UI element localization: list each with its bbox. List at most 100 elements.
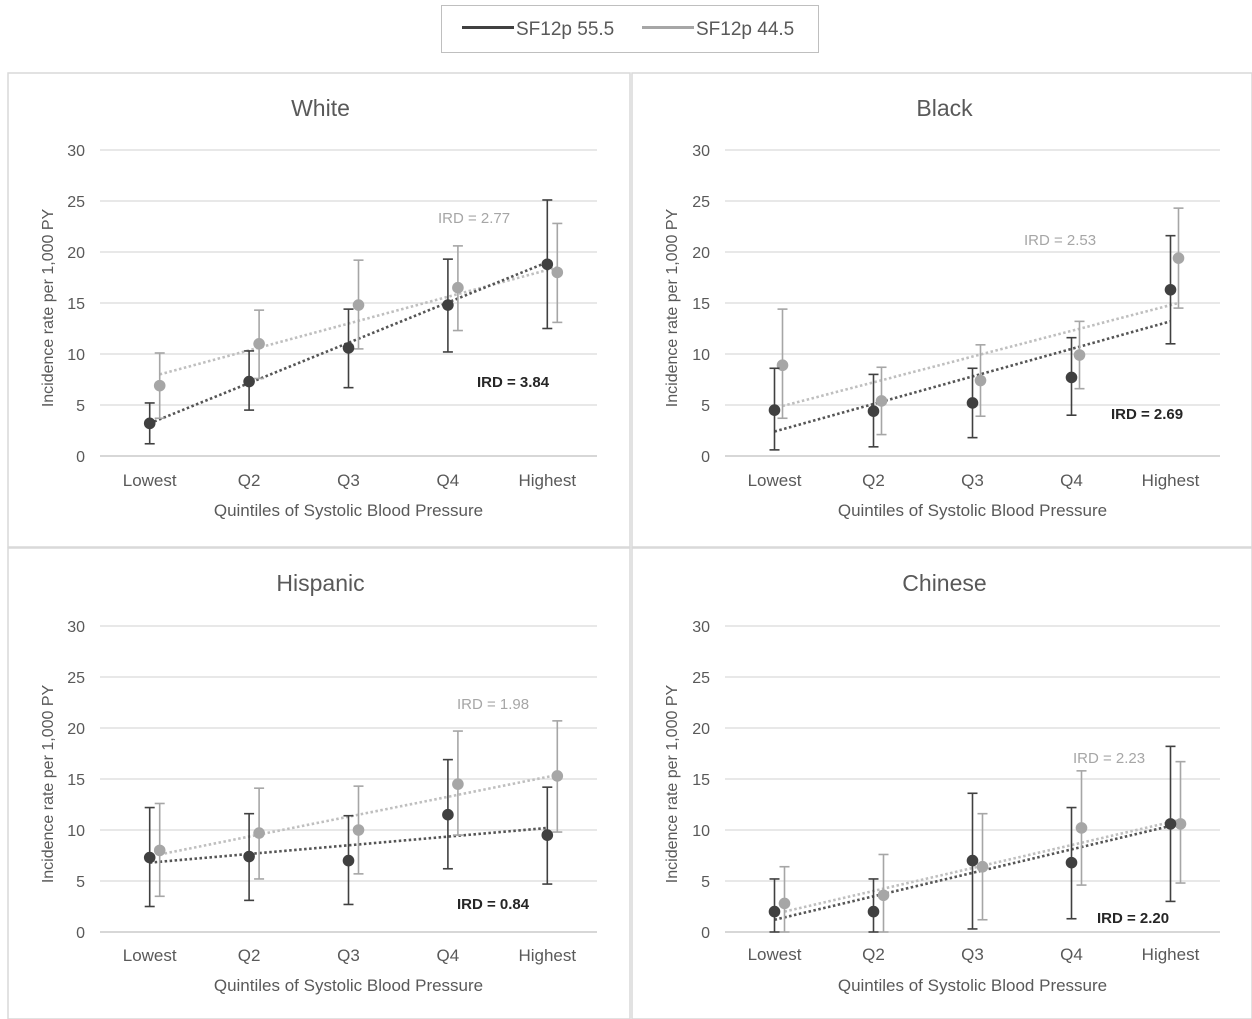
y-axis-label: Incidence rate per 1,000 PY	[40, 685, 57, 884]
data-point	[1172, 252, 1185, 264]
x-tick-label: Q4	[437, 471, 460, 490]
data-point	[342, 342, 355, 354]
data-point	[253, 827, 265, 839]
ird-annotation: IRD = 1.98	[457, 696, 529, 713]
x-tick-label: Lowest	[748, 471, 802, 490]
ird-annotation: IRD = 2.20	[1097, 910, 1169, 927]
y-tick-label: 0	[76, 449, 85, 466]
x-axis-label: Quintiles of Systolic Blood Pressure	[838, 501, 1107, 520]
legend: SF12p 55.5 SF12p 44.5	[441, 5, 819, 53]
legend-item-sf12p-44-5: SF12p 44.5	[642, 19, 794, 41]
data-point	[541, 829, 554, 841]
panel-black: Black 0 5 10 15 20 25 30 Incidence rate per 1,00…	[631, 72, 1252, 548]
data-point	[1174, 818, 1187, 830]
data-point	[243, 850, 255, 863]
chart-title: Black	[916, 95, 973, 121]
data-point	[153, 844, 166, 857]
y-axis-label: Incidence rate per 1,000 PY	[664, 209, 681, 408]
legend-label-a: SF12p 55.5	[516, 19, 615, 40]
chart-title: Hispanic	[276, 570, 364, 596]
data-point	[342, 854, 355, 867]
y-tick-label: 15	[692, 772, 710, 789]
y-tick-label: 25	[692, 194, 710, 211]
y-tick-label: 5	[76, 874, 85, 891]
legend-item-sf12p-55-5: SF12p 55.5	[462, 19, 614, 41]
y-tick-label: 30	[692, 619, 710, 636]
data-point	[875, 395, 888, 407]
trendline-sf12p-55-5	[149, 260, 548, 425]
x-tick-label: Lowest	[123, 946, 177, 965]
x-tick-label: Q4	[1060, 945, 1083, 964]
chart-title: Chinese	[902, 570, 986, 596]
data-point	[442, 299, 454, 311]
panel-frame	[7, 72, 631, 548]
x-tick-label: Q4	[1060, 471, 1083, 490]
data-point	[778, 897, 791, 910]
y-tick-label: 15	[692, 296, 710, 313]
y-tick-label: 25	[692, 670, 710, 687]
y-tick-label: 20	[692, 721, 710, 738]
ird-annotation: IRD = 2.77	[438, 210, 510, 227]
x-tick-label: Q4	[437, 946, 460, 965]
data-point	[877, 889, 890, 902]
y-tick-label: 5	[701, 874, 710, 891]
y-tick-label: 10	[67, 347, 85, 364]
y-tick-label: 5	[76, 398, 85, 415]
data-point	[1164, 818, 1177, 830]
data-point	[768, 404, 781, 416]
data-point	[243, 375, 255, 388]
data-point	[1073, 349, 1086, 361]
data-point	[143, 417, 156, 430]
data-point	[541, 258, 554, 271]
panel-chinese: Chinese 0 5 10 15 20 25 30 Incidence rate per 1,…	[631, 547, 1252, 1019]
x-axis-label: Quintiles of Systolic Blood Pressure	[214, 976, 483, 995]
data-point	[974, 374, 987, 387]
x-tick-label: Q2	[238, 471, 261, 490]
legend-label-b: SF12p 44.5	[696, 19, 795, 40]
data-point	[143, 851, 156, 864]
y-tick-label: 0	[701, 925, 710, 942]
data-point	[1075, 822, 1088, 834]
x-tick-label: Lowest	[748, 945, 802, 964]
y-tick-label: 20	[692, 245, 710, 262]
data-point	[776, 359, 789, 372]
y-tick-label: 30	[67, 143, 85, 160]
data-point	[253, 338, 265, 350]
chart-title: White	[291, 95, 350, 121]
y-tick-label: 0	[76, 925, 85, 942]
x-tick-label: Highest	[1142, 945, 1200, 964]
x-tick-label: Q3	[961, 471, 984, 490]
data-point	[1065, 856, 1078, 869]
x-tick-label: Highest	[518, 946, 576, 965]
y-tick-label: 25	[67, 670, 85, 687]
data-point	[966, 397, 979, 409]
data-point	[153, 379, 166, 392]
x-axis-label: Quintiles of Systolic Blood Pressure	[214, 501, 483, 520]
data-point	[966, 854, 979, 867]
x-tick-label: Q3	[337, 946, 360, 965]
x-tick-label: Q2	[238, 946, 261, 965]
x-tick-label: Highest	[1142, 471, 1200, 490]
data-point	[442, 808, 454, 821]
y-tick-label: 20	[67, 245, 85, 262]
y-tick-label: 10	[692, 823, 710, 840]
panel-frame	[631, 72, 1252, 548]
y-axis-label: Incidence rate per 1,000 PY	[40, 209, 57, 408]
y-tick-label: 25	[67, 194, 85, 211]
data-point	[976, 860, 989, 873]
y-tick-label: 15	[67, 772, 85, 789]
panel-white: White 0 5 10 15 20 25 30 Incidence rate per 1,00…	[7, 72, 631, 548]
x-tick-label: Lowest	[123, 471, 177, 490]
trendline-sf12p-44-5	[782, 301, 1179, 408]
data-point	[551, 266, 564, 279]
y-tick-label: 10	[67, 823, 85, 840]
y-tick-label: 5	[701, 398, 710, 415]
ird-annotation: IRD = 2.23	[1073, 750, 1145, 767]
x-tick-label: Highest	[518, 471, 576, 490]
legend-swatch-light	[642, 26, 694, 30]
data-point	[867, 905, 880, 918]
x-tick-label: Q3	[337, 471, 360, 490]
y-tick-label: 0	[701, 449, 710, 466]
